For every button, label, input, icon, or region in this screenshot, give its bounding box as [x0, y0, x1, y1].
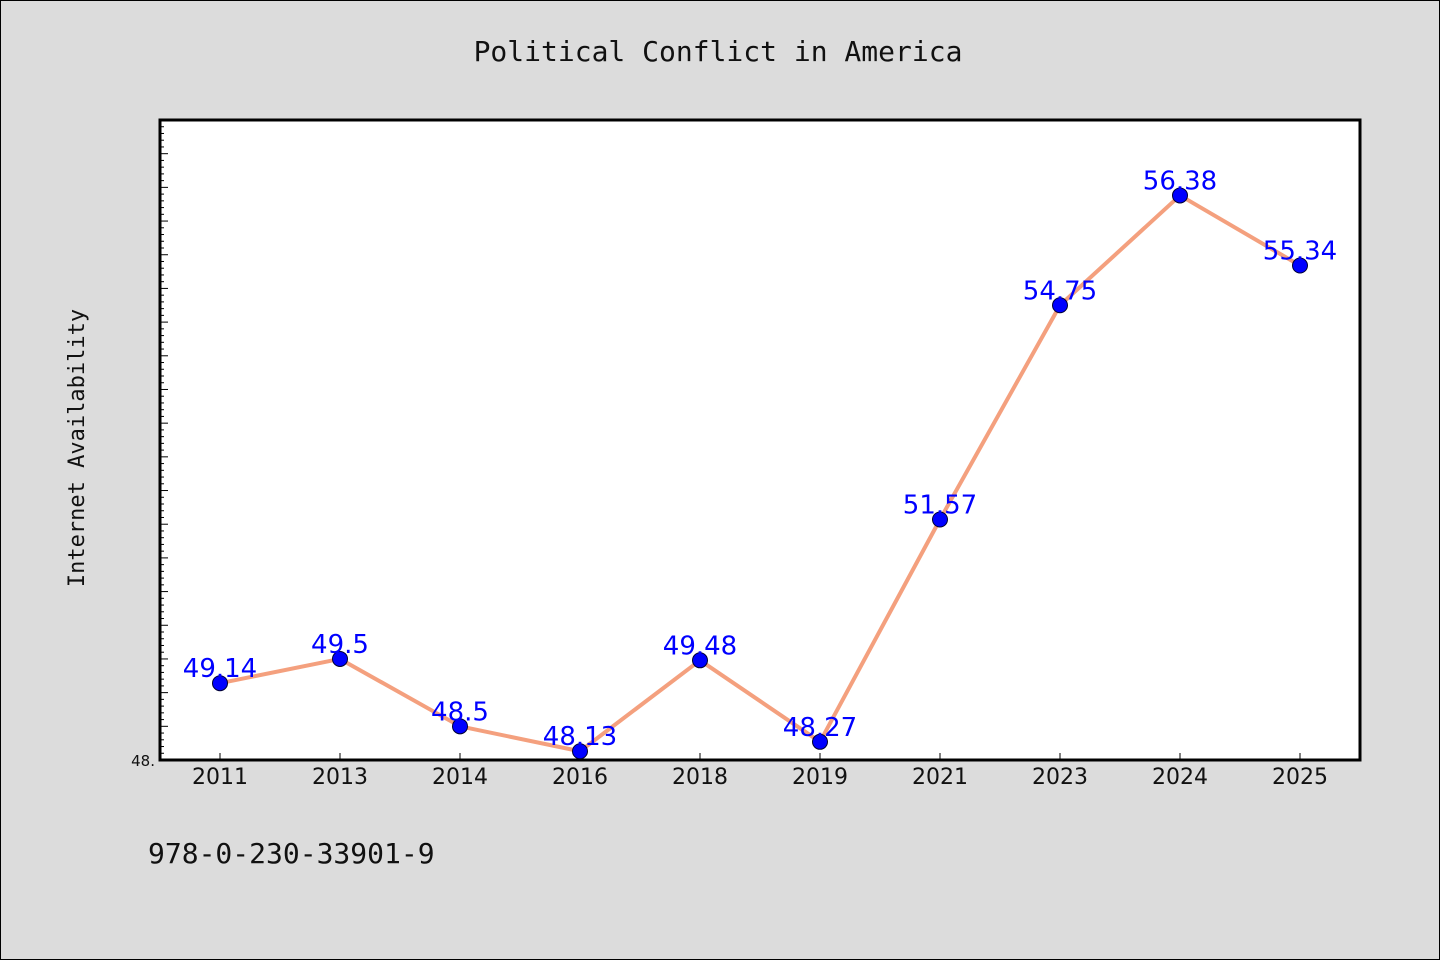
data-label: 49.5 [311, 630, 369, 660]
data-point-marker [1292, 257, 1308, 274]
data-label: 49.48 [663, 631, 737, 661]
data-label: 54.75 [1023, 276, 1097, 306]
x-tick-label: 2023 [1032, 765, 1088, 790]
x-tick-label: 2019 [792, 765, 848, 790]
marker-group [212, 187, 1308, 760]
data-point-marker [812, 733, 828, 750]
data-label-group: 49.14 49.5 48.5 48.13 49.48 48.27 51.57 54.75 56… [183, 166, 1337, 752]
x-tick-label: 2011 [192, 765, 248, 790]
x-tick-label: 2021 [912, 765, 968, 790]
x-tick-label: 2025 [1272, 765, 1328, 790]
x-axis-ticks: 2011 2013 2014 2016 2018 2019 2021 2023 2024 2025 [192, 753, 1328, 790]
data-label: 49.14 [183, 654, 257, 684]
x-tick-label: 2016 [552, 765, 608, 790]
x-tick-label: 2018 [672, 765, 728, 790]
y-axis-label: Internet Availability [65, 309, 90, 587]
data-point-marker [1052, 297, 1068, 314]
data-point-marker [452, 718, 468, 735]
x-tick-label: 2024 [1152, 765, 1208, 790]
x-tick-label: 2014 [432, 765, 488, 790]
data-label: 56.38 [1143, 166, 1217, 196]
data-point-marker [212, 675, 228, 692]
data-label: 48.5 [431, 697, 489, 727]
data-point-marker [572, 743, 588, 760]
x-tick-label: 2013 [312, 765, 368, 790]
data-label: 55.34 [1263, 237, 1337, 267]
chart-title: Political Conflict in America [474, 35, 963, 68]
y-axis-ticks [160, 119, 168, 761]
data-point-marker [1172, 187, 1188, 204]
data-point-marker [932, 511, 948, 528]
plot-area [158, 118, 1362, 762]
data-point-marker [692, 652, 708, 669]
series-line-group [218, 193, 1302, 754]
data-label: 51.57 [903, 490, 977, 520]
y-tick-label: 48. [131, 752, 155, 770]
data-label: 48.27 [783, 713, 857, 743]
data-point-marker [332, 650, 348, 667]
data-label: 48.13 [543, 722, 617, 752]
footer-code: 978-0-230-33901-9 [148, 837, 435, 870]
series-line [218, 193, 1302, 754]
